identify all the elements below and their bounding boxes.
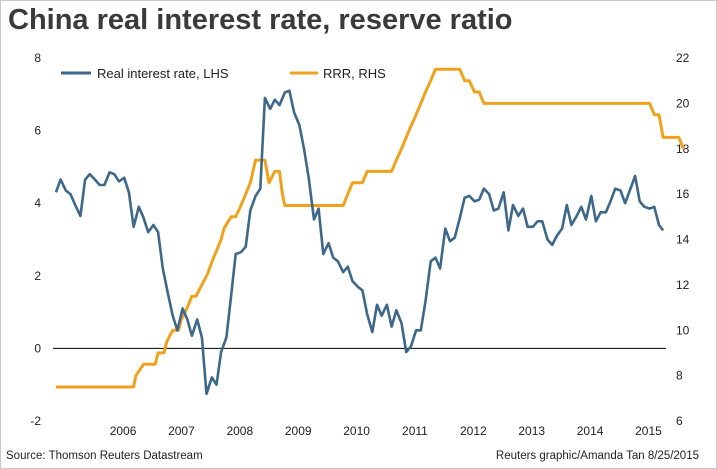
x-tick-label: 2010 xyxy=(343,424,370,438)
x-tick-label: 2014 xyxy=(577,424,604,438)
series-line-real-interest-rate xyxy=(54,89,665,396)
x-tick-label: 2008 xyxy=(226,424,253,438)
right-tick-label: 6 xyxy=(676,414,683,428)
left-tick-label: 4 xyxy=(34,196,41,210)
right-tick-label: 22 xyxy=(676,51,690,65)
right-tick-label: 20 xyxy=(676,96,690,110)
x-tick-label: 2009 xyxy=(285,424,312,438)
left-tick-label: -2 xyxy=(30,414,41,428)
left-axis-ticks: -2 0 2 4 6 8 xyxy=(30,51,41,428)
chart-legend: Real interest rate, LHS RRR, RHS xyxy=(61,66,386,81)
left-tick-label: 2 xyxy=(34,269,41,283)
left-tick-label: 0 xyxy=(34,341,41,355)
left-tick-label: 8 xyxy=(34,51,41,65)
x-tick-label: 2013 xyxy=(518,424,545,438)
credit-note: Reuters graphic/Amanda Tan 8/25/2015 xyxy=(495,450,699,462)
chart-title: China real interest rate, reserve ratio xyxy=(8,4,513,36)
x-tick-label: 2006 xyxy=(110,424,137,438)
right-tick-label: 10 xyxy=(676,323,690,337)
legend-label-rrr: RRR, RHS xyxy=(323,66,386,81)
x-tick-label: 2015 xyxy=(635,424,662,438)
right-tick-label: 8 xyxy=(676,369,683,383)
right-tick-label: 16 xyxy=(676,187,690,201)
right-tick-label: 14 xyxy=(676,233,690,247)
right-tick-label: 12 xyxy=(676,278,690,292)
x-tick-label: 2007 xyxy=(168,424,195,438)
source-note: Source: Thomson Reuters Datastream xyxy=(6,450,203,462)
left-tick-label: 6 xyxy=(34,124,41,138)
x-axis-ticks: 2006 2007 2008 2009 2010 2011 2012 2013 2014 2015 xyxy=(110,424,662,438)
x-tick-label: 2012 xyxy=(460,424,487,438)
legend-label-real-interest-rate: Real interest rate, LHS xyxy=(97,66,229,81)
x-tick-label: 2011 xyxy=(402,424,428,438)
